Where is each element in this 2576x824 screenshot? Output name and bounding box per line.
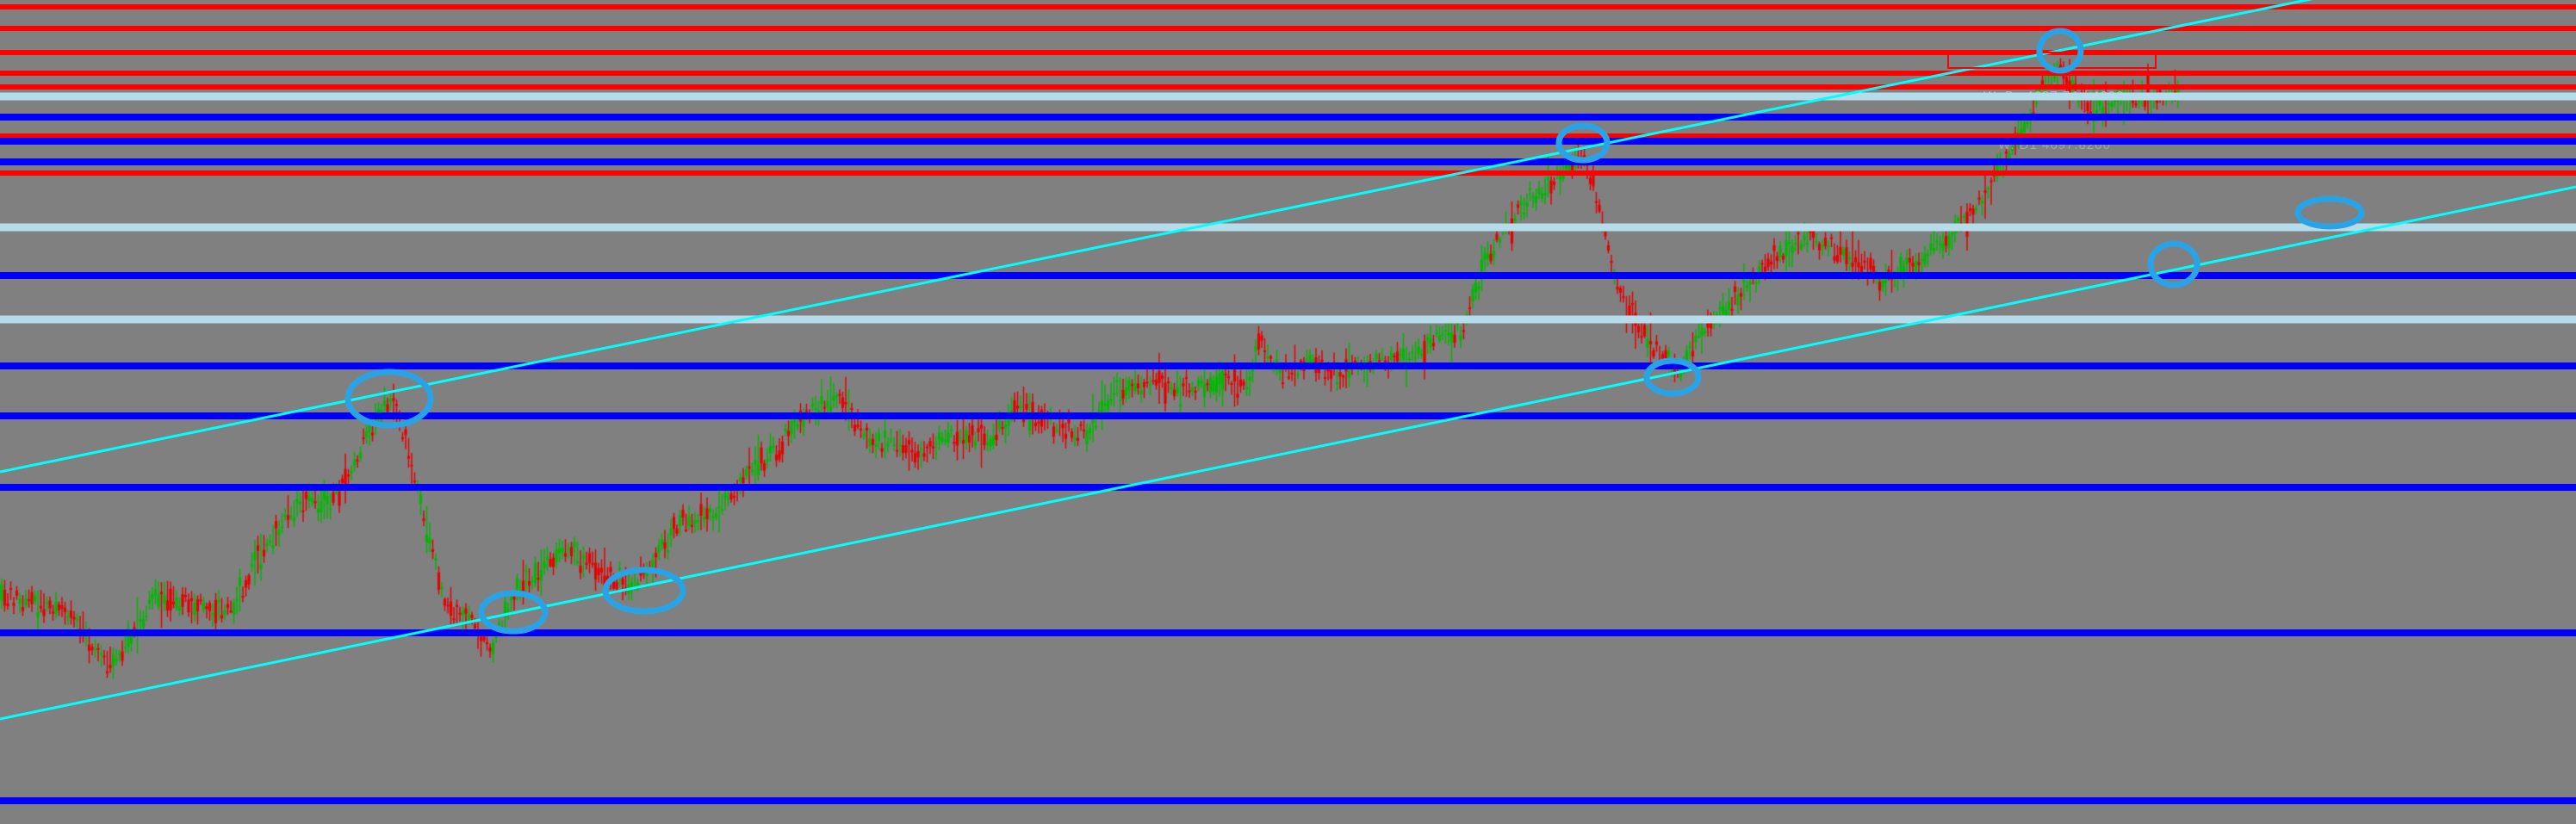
highlight-ellipse[interactable] [2294,195,2365,230]
highlight-ellipse[interactable] [602,567,686,615]
highlight-ellipse[interactable] [478,590,549,635]
highlight-ellipse[interactable] [345,369,434,429]
trend-channel-lower[interactable] [0,185,2576,721]
highlight-ellipse[interactable] [1643,357,1702,397]
highlight-ellipse[interactable] [2147,240,2200,288]
trend-channel-upper[interactable] [0,0,2576,474]
highlight-ellipse[interactable] [2036,28,2084,74]
highlight-ellipse[interactable] [1555,122,1611,164]
